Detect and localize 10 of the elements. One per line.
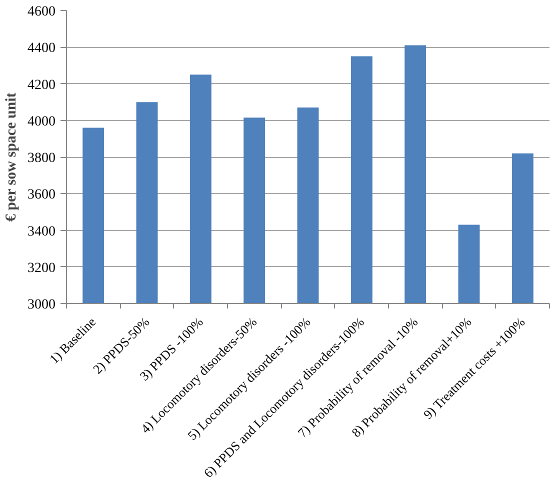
y-tick-label: 3200: [28, 260, 56, 276]
y-tick-label: 3400: [28, 224, 56, 240]
y-tick-label: 4000: [28, 114, 56, 130]
y-tick-label: 4200: [28, 78, 56, 93]
y-tick-label: 4600: [28, 4, 56, 20]
y-tick-label: 3600: [28, 188, 56, 203]
y-tick-label: 4400: [28, 41, 56, 56]
y-tick-label: 3000: [28, 298, 56, 312]
y-tick-label: 3800: [28, 151, 56, 166]
y-axis-title: € per sow space unit: [4, 92, 20, 222]
